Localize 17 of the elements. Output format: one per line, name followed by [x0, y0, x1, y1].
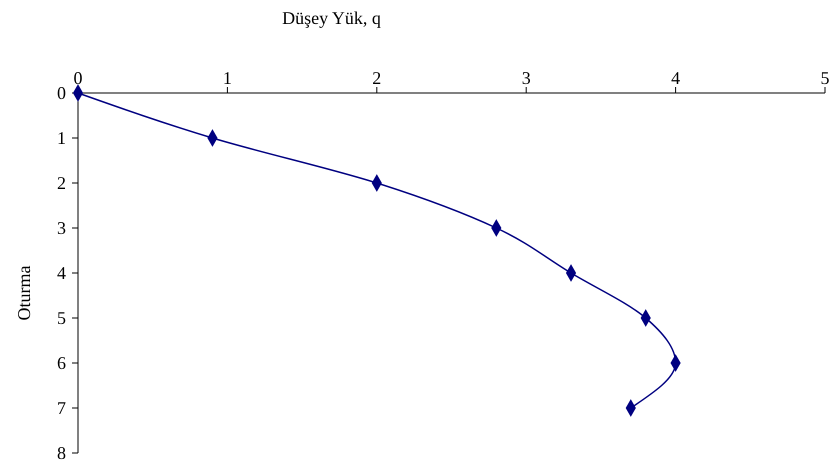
y-tick-label: 1 [57, 128, 66, 148]
y-tick-label: 2 [57, 172, 66, 193]
y-tick-label: 0 [57, 82, 66, 103]
y-axis-title: Oturma [14, 265, 34, 320]
y-tick-label: 6 [57, 352, 66, 373]
y-tick-label: 7 [57, 398, 66, 418]
x-axis-title: Düşey Yük, q [282, 8, 381, 28]
y-tick-label: 4 [57, 262, 66, 283]
x-tick-label: 1 [222, 68, 232, 88]
y-tick-label: 3 [57, 218, 66, 238]
y-tick-label: 5 [57, 308, 66, 328]
x-tick-label: 5 [820, 68, 830, 88]
x-tick-label: 3 [522, 68, 531, 88]
x-tick-label: 4 [671, 68, 680, 88]
x-tick-label: 2 [372, 68, 382, 88]
y-tick-label: 8 [57, 442, 66, 463]
x-tick-label: 0 [74, 68, 82, 88]
